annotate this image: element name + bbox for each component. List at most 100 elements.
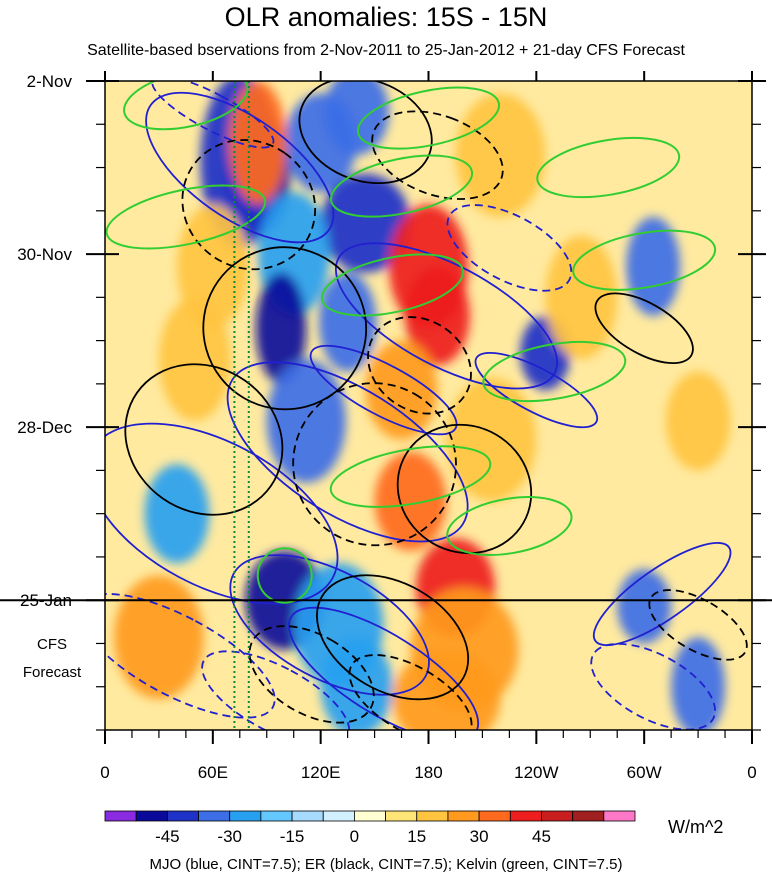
colorbar-label-5: 30: [470, 827, 489, 846]
colorbar-swatch-2: [166, 810, 199, 822]
mjo-contour-8: [309, 344, 458, 436]
er-contour-24: [248, 625, 375, 724]
colorbar-swatch-7: [322, 810, 355, 822]
heatmap-cell-26: [446, 377, 537, 502]
x-tick-label-2: 120E: [301, 763, 341, 782]
reference-lines: [0, 81, 772, 730]
er-contour-26: [367, 316, 472, 415]
er-contour-17: [202, 246, 368, 411]
colorbar-label-1: -30: [217, 827, 242, 846]
axes: 2-Nov 30-Nov 28-Dec 25-Jan 0 60E 120E 180 120W 60…: [17, 71, 766, 782]
colorbar-swatch-13: [509, 810, 542, 822]
forecast-label-line1: CFS: [37, 636, 67, 653]
colorbar-swatch-9: [385, 810, 418, 822]
er-contour-19: [292, 382, 457, 547]
colorbar-swatch-0: [104, 810, 137, 822]
heatmap-cell-15: [144, 464, 210, 564]
kelvin-contour-28: [356, 86, 501, 150]
colorbar-swatch-10: [416, 810, 449, 822]
colorbar-swatch-15: [572, 810, 605, 822]
kelvin-contour-35: [329, 445, 492, 508]
y-tick-label-3: 25-Jan: [20, 591, 72, 610]
x-tick-label-0: 0: [100, 763, 109, 782]
chart-subtitle: Satellite-based bservations from 2-Nov-2…: [87, 42, 685, 59]
colorbar-label-3: 0: [350, 827, 359, 846]
er-contour-16: [181, 139, 317, 271]
kelvin-contour-34: [482, 340, 627, 403]
heatmap-cell-6: [255, 272, 307, 384]
colorbar-units: W/m^2: [668, 817, 724, 837]
kelvin-contour-30: [329, 154, 474, 218]
heatmap-cell-25: [113, 575, 204, 700]
heatmap-cell-21: [374, 451, 447, 551]
heatmap-cell-19: [405, 266, 470, 366]
kelvin-contour-37: [256, 547, 313, 604]
y-tick-label-0: 2-Nov: [27, 72, 73, 91]
heatmap-cell-17: [229, 81, 287, 205]
er-contour-21: [316, 574, 470, 701]
mjo-contour-0: [145, 91, 335, 244]
colorbar-swatch-1: [135, 810, 168, 822]
colorbar-label-2: -15: [280, 827, 305, 846]
colorbar-swatch-3: [198, 810, 231, 822]
colorbar-label-0: -45: [155, 827, 180, 846]
colorbar: -45 -30 -15 0 15 30 45: [104, 810, 636, 846]
x-tick-label-1: 60E: [198, 763, 228, 782]
colorbar-swatch-14: [541, 810, 574, 822]
heatmap-field: [105, 81, 752, 730]
er-contour-18: [124, 363, 284, 516]
heatmap-cell-24: [392, 649, 501, 730]
mjo-contour-5: [288, 606, 480, 730]
y-tick-label-1: 30-Nov: [17, 245, 72, 264]
heatmap-cell-8: [266, 359, 346, 483]
chart-footnote: MJO (blue, CINT=7.5); ER (black, CINT=7.…: [149, 856, 623, 873]
colorbar-swatch-16: [603, 810, 636, 822]
x-tick-label-5: 60W: [627, 763, 662, 782]
heatmap-cell-30: [176, 204, 249, 329]
er-contour-22: [594, 292, 694, 364]
kelvin-contour-31: [536, 136, 681, 199]
kelvin-contour-33: [321, 253, 465, 317]
er-contour-15: [371, 110, 504, 200]
heatmap-cell-28: [545, 235, 618, 360]
heatmap-cell-29: [455, 93, 546, 217]
colorbar-swatch-12: [478, 810, 511, 822]
heatmap-cell-3: [284, 93, 357, 193]
colorbar-label-6: 45: [532, 827, 551, 846]
heatmap-cell-16: [320, 637, 393, 730]
heatmap-cell-31: [665, 371, 731, 471]
kelvin-contour-32: [572, 229, 717, 291]
kelvin-contour-36: [446, 496, 573, 556]
mjo-contour-9: [151, 81, 275, 149]
mjo-contour-12: [590, 642, 716, 730]
heatmap-cell-12: [626, 216, 681, 316]
colorbar-swatch-4: [229, 810, 262, 822]
wave-contours: [105, 81, 748, 730]
colorbar-swatch-8: [354, 810, 386, 822]
heatmap-cell-4: [320, 173, 411, 273]
forecast-label-line2: Forecast: [22, 664, 82, 681]
mjo-contour-3: [105, 422, 339, 605]
mjo-contour-7: [474, 351, 599, 429]
colorbar-swatch-5: [260, 810, 293, 822]
kelvin-contour-27: [123, 81, 249, 131]
kelvin-contour-29: [105, 184, 267, 250]
mjo-contour-6: [592, 541, 732, 647]
colorbar-label-4: 15: [407, 827, 426, 846]
colorbar-swatch-6: [291, 810, 324, 822]
x-tick-label-4: 120W: [514, 763, 558, 782]
mjo-contour-1: [334, 242, 558, 390]
mjo-contour-10: [105, 593, 276, 719]
x-tick-label-6: 0: [747, 763, 756, 782]
x-tick-label-3: 180: [414, 763, 442, 782]
er-contour-20: [396, 423, 533, 555]
er-contour-25: [348, 654, 473, 730]
heatmap-cell-14: [671, 637, 726, 730]
y-tick-label-2: 28-Dec: [17, 418, 72, 437]
chart-title: OLR anomalies: 15S - 15N: [224, 2, 548, 32]
heatmap-cell-20: [365, 340, 438, 440]
mjo-contour-4: [229, 554, 430, 696]
heatmap-cell-13: [617, 569, 672, 644]
mjo-contour-13: [201, 650, 351, 730]
